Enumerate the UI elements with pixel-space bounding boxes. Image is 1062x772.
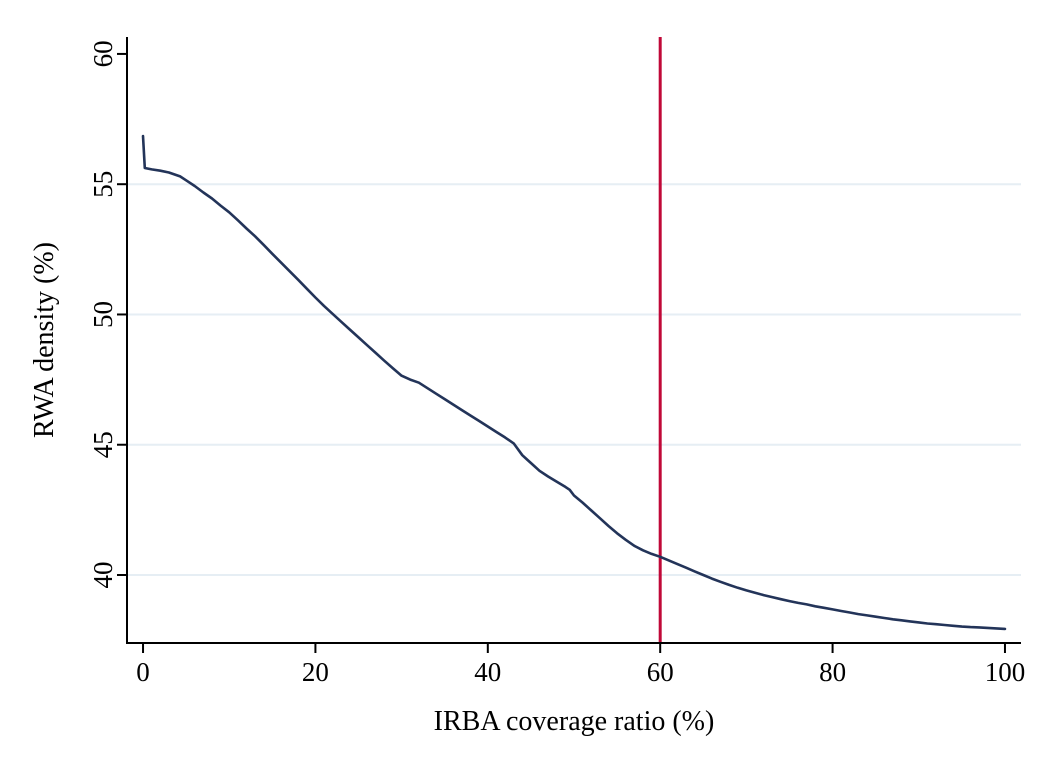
- x-tick-label-0: 0: [136, 657, 150, 687]
- y-tick-label-60: 60: [88, 40, 118, 67]
- x-tick-label-60: 60: [647, 657, 674, 687]
- x-tick-label-80: 80: [819, 657, 846, 687]
- y-tick-label-45: 45: [88, 431, 118, 458]
- y-tick-label-55: 55: [88, 171, 118, 198]
- y-axis-title: RWA density (%): [29, 242, 60, 438]
- data-line: [141, 134, 1007, 631]
- x-axis-title: IRBA coverage ratio (%): [433, 706, 715, 737]
- x-tick-label-100: 100: [985, 657, 1026, 687]
- y-tick-label-40: 40: [88, 562, 118, 589]
- y-tick-label-50: 50: [88, 301, 118, 328]
- x-tick-label-40: 40: [474, 657, 501, 687]
- x-tick-label-20: 20: [302, 657, 329, 687]
